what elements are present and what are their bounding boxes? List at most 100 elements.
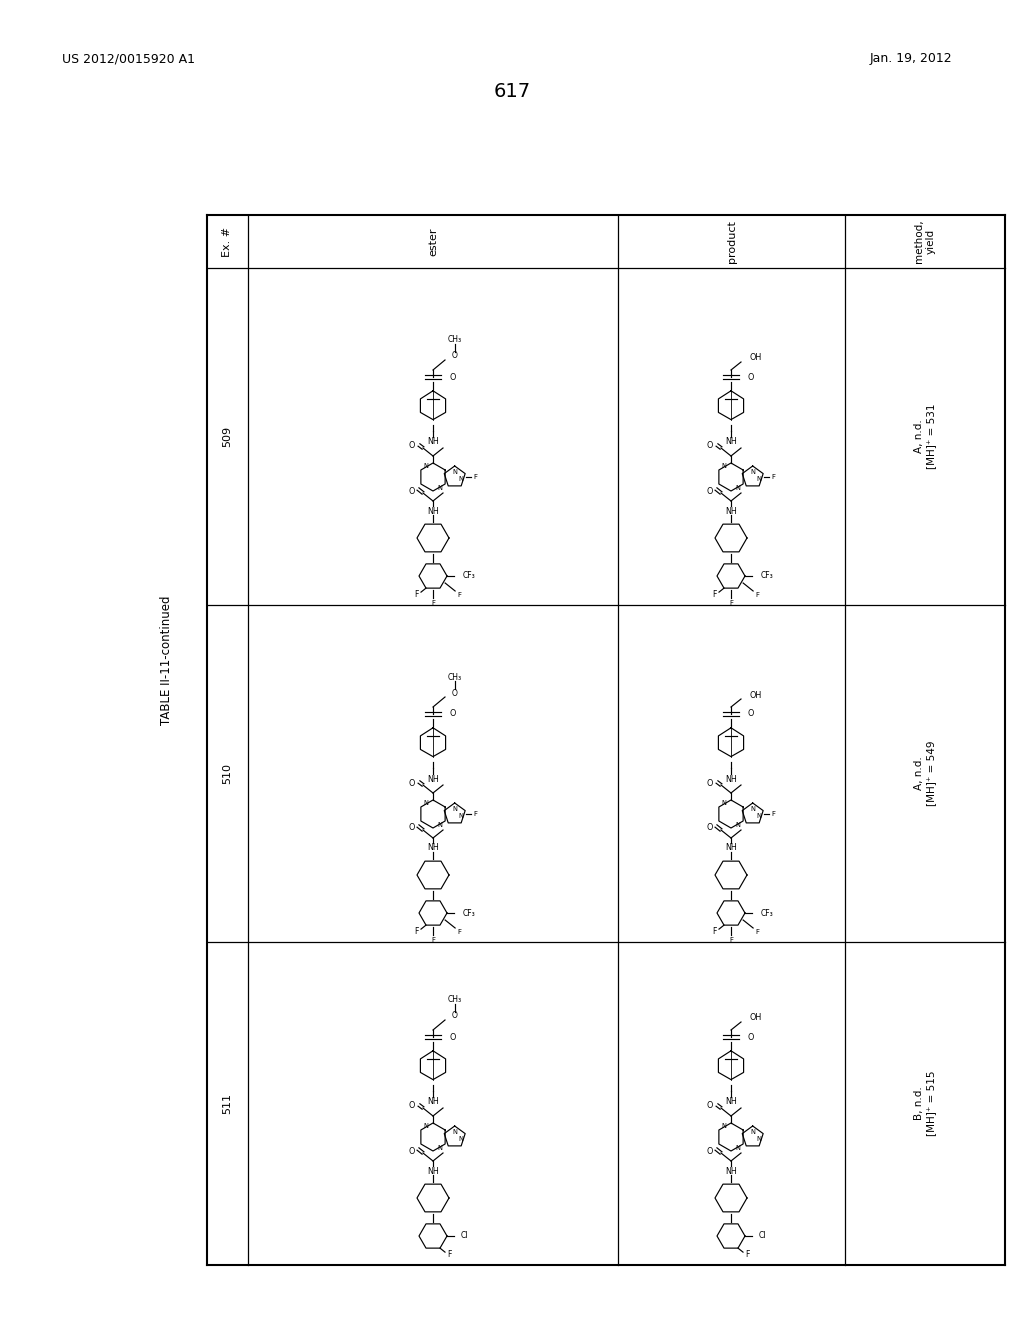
Text: O: O <box>449 1032 456 1041</box>
Text: CH₃: CH₃ <box>447 335 462 345</box>
Text: OH: OH <box>749 690 761 700</box>
Text: N: N <box>453 807 457 812</box>
Text: OH: OH <box>749 354 761 363</box>
Text: N: N <box>735 822 740 828</box>
Text: N: N <box>453 1129 457 1135</box>
Text: O: O <box>746 372 754 381</box>
Text: method,
yield: method, yield <box>914 219 936 263</box>
Text: 509: 509 <box>222 426 232 447</box>
Text: NH: NH <box>427 843 439 853</box>
Text: O: O <box>409 487 415 495</box>
Text: F: F <box>457 591 461 598</box>
Text: N: N <box>751 807 755 812</box>
Text: O: O <box>707 441 713 450</box>
Text: F: F <box>457 929 461 935</box>
Text: NH: NH <box>427 437 439 446</box>
Text: N: N <box>453 469 457 475</box>
Text: F: F <box>431 601 435 606</box>
Text: N: N <box>757 1137 762 1142</box>
Text: N: N <box>722 1123 726 1129</box>
Text: F: F <box>755 591 759 598</box>
Text: ester: ester <box>428 227 438 256</box>
Text: 510: 510 <box>222 763 232 784</box>
Text: N: N <box>437 486 442 491</box>
Text: N: N <box>735 1146 740 1151</box>
Text: product: product <box>726 220 736 263</box>
Text: NH: NH <box>725 437 737 446</box>
Text: A, n.d.
[MH]⁺ = 549: A, n.d. [MH]⁺ = 549 <box>914 741 936 807</box>
Text: O: O <box>409 824 415 833</box>
Text: CF₃: CF₃ <box>761 908 774 917</box>
Text: F: F <box>729 937 733 942</box>
Text: CH₃: CH₃ <box>447 995 462 1005</box>
Text: F: F <box>772 474 776 480</box>
Text: F: F <box>729 601 733 606</box>
Text: F: F <box>474 810 478 817</box>
Text: N: N <box>437 1146 442 1151</box>
Text: N: N <box>437 822 442 828</box>
Text: A, n.d.
[MH]⁺ = 531: A, n.d. [MH]⁺ = 531 <box>914 404 936 469</box>
Text: NH: NH <box>725 1097 737 1106</box>
Text: N: N <box>757 813 762 820</box>
Text: O: O <box>452 1011 458 1020</box>
Text: N: N <box>751 1129 755 1135</box>
Text: N: N <box>424 463 428 469</box>
Text: O: O <box>409 1101 415 1110</box>
Text: N: N <box>424 800 428 805</box>
Text: N: N <box>722 463 726 469</box>
Text: O: O <box>449 372 456 381</box>
Text: CF₃: CF₃ <box>463 572 476 581</box>
Text: NH: NH <box>725 1167 737 1176</box>
Text: F: F <box>474 474 478 480</box>
Text: F: F <box>755 929 759 935</box>
Text: N: N <box>424 1123 428 1129</box>
Text: B, n.d.
[MH]⁺ = 515: B, n.d. [MH]⁺ = 515 <box>914 1071 936 1137</box>
Text: 617: 617 <box>494 82 530 102</box>
Text: N: N <box>722 800 726 805</box>
Text: F: F <box>446 1250 452 1259</box>
Text: F: F <box>414 927 418 936</box>
Text: O: O <box>707 779 713 788</box>
Text: F: F <box>712 927 716 936</box>
Text: F: F <box>712 590 716 599</box>
Text: Jan. 19, 2012: Jan. 19, 2012 <box>870 51 952 65</box>
Text: O: O <box>452 351 458 360</box>
Text: O: O <box>452 689 458 697</box>
Text: Cl: Cl <box>461 1232 469 1241</box>
Text: O: O <box>746 1032 754 1041</box>
Text: O: O <box>746 710 754 718</box>
Text: O: O <box>707 1101 713 1110</box>
Text: NH: NH <box>427 1097 439 1106</box>
Text: NH: NH <box>427 775 439 784</box>
Text: O: O <box>707 824 713 833</box>
Text: O: O <box>707 1147 713 1155</box>
Text: CF₃: CF₃ <box>761 572 774 581</box>
Text: O: O <box>409 779 415 788</box>
Text: NH: NH <box>725 507 737 516</box>
Text: N: N <box>751 469 755 475</box>
Text: F: F <box>744 1250 750 1259</box>
Text: NH: NH <box>725 775 737 784</box>
Text: Cl: Cl <box>759 1232 767 1241</box>
Text: NH: NH <box>725 843 737 853</box>
Text: F: F <box>772 810 776 817</box>
Text: F: F <box>414 590 418 599</box>
Text: CF₃: CF₃ <box>463 908 476 917</box>
Text: O: O <box>449 710 456 718</box>
Text: NH: NH <box>427 507 439 516</box>
Text: N: N <box>459 1137 464 1142</box>
Text: TABLE II-11-continued: TABLE II-11-continued <box>161 595 173 725</box>
Text: NH: NH <box>427 1167 439 1176</box>
Text: N: N <box>735 486 740 491</box>
Text: O: O <box>707 487 713 495</box>
Text: O: O <box>409 1147 415 1155</box>
Text: F: F <box>431 937 435 942</box>
Text: O: O <box>409 441 415 450</box>
Text: CH₃: CH₃ <box>447 672 462 681</box>
Text: N: N <box>459 477 464 482</box>
Text: N: N <box>459 813 464 820</box>
Text: OH: OH <box>749 1014 761 1023</box>
Text: US 2012/0015920 A1: US 2012/0015920 A1 <box>62 51 195 65</box>
Text: Ex. #: Ex. # <box>222 227 232 256</box>
Text: 511: 511 <box>222 1093 232 1114</box>
